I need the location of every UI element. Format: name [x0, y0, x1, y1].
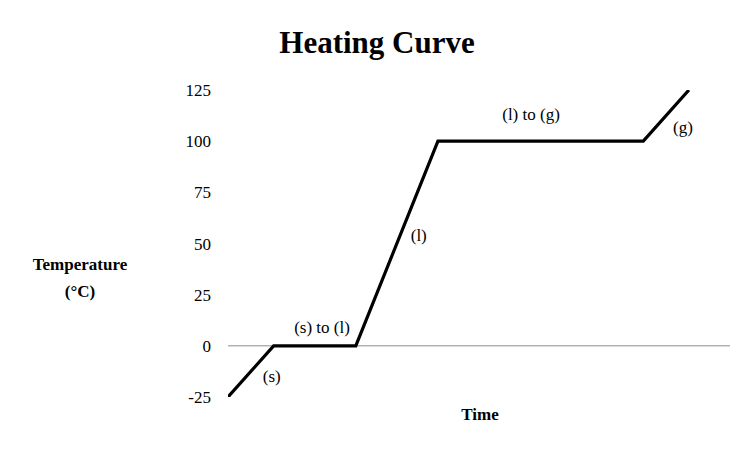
y-tick-label: 0	[203, 337, 212, 356]
y-tick	[224, 90, 228, 91]
y-tick	[224, 294, 228, 295]
y-tick-label: -25	[188, 388, 211, 407]
y-tick	[224, 141, 228, 142]
heating-curve	[228, 90, 689, 397]
annotation: (g)	[673, 118, 693, 137]
annotation: (l)	[411, 226, 427, 245]
y-tick	[224, 345, 228, 346]
y-tick	[224, 192, 228, 193]
annotation: (s) to (l)	[294, 318, 350, 337]
y-tick-label: 75	[194, 183, 211, 202]
y-tick-label: 125	[186, 81, 212, 100]
background	[0, 0, 753, 451]
y-axis-label: Temperature(°C)	[33, 255, 128, 301]
y-tick-label: 50	[194, 235, 211, 254]
y-tick	[224, 397, 228, 398]
y-tick-label: 100	[186, 132, 212, 151]
y-tick-label: 25	[194, 286, 211, 305]
plot-area	[228, 90, 689, 397]
annotation: (l) to (g)	[502, 105, 560, 124]
annotation: (s)	[263, 367, 281, 386]
x-axis-label: Time	[461, 405, 499, 424]
y-tick	[224, 243, 228, 244]
title: Heating Curve	[279, 25, 474, 60]
chart: Heating Curve Temperature(°C) Time -25 0 25 50…	[0, 0, 753, 451]
